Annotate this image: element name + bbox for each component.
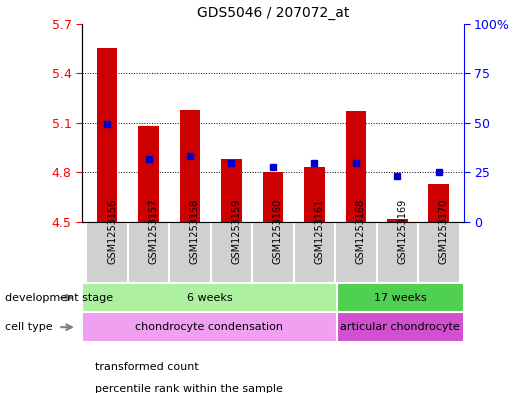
Text: GSM1253158: GSM1253158	[190, 198, 200, 264]
Text: GSM1253168: GSM1253168	[356, 198, 366, 264]
Text: cell type: cell type	[5, 322, 53, 332]
Title: GDS5046 / 207072_at: GDS5046 / 207072_at	[197, 6, 349, 20]
Bar	[82, 283, 337, 312]
Text: articular chondrocyte: articular chondrocyte	[340, 322, 460, 332]
Text: GSM1253160: GSM1253160	[273, 198, 283, 264]
Bar	[180, 110, 200, 222]
Bar	[128, 222, 169, 283]
Bar	[169, 222, 211, 283]
Bar	[377, 222, 418, 283]
Bar	[346, 111, 366, 222]
Text: 17 weeks: 17 weeks	[374, 293, 427, 303]
Bar	[335, 222, 377, 283]
Bar	[252, 222, 294, 283]
Bar	[221, 159, 242, 222]
Text: 6 weeks: 6 weeks	[187, 293, 232, 303]
Text: GSM1253161: GSM1253161	[314, 198, 324, 264]
Bar	[304, 167, 325, 222]
Bar	[387, 219, 408, 222]
Bar	[82, 312, 337, 342]
Bar	[294, 222, 335, 283]
Bar	[138, 126, 159, 222]
Text: GSM1253159: GSM1253159	[232, 198, 242, 264]
Text: chondrocyte condensation: chondrocyte condensation	[135, 322, 284, 332]
Text: GSM1253156: GSM1253156	[107, 198, 117, 264]
Bar	[337, 312, 464, 342]
Bar	[337, 283, 464, 312]
Text: development stage: development stage	[5, 293, 113, 303]
Bar	[418, 222, 460, 283]
Bar	[86, 222, 128, 283]
Bar	[428, 184, 449, 222]
Bar	[96, 48, 118, 222]
Bar	[211, 222, 252, 283]
Text: GSM1253157: GSM1253157	[148, 198, 158, 264]
Text: transformed count: transformed count	[95, 362, 199, 373]
Text: GSM1253169: GSM1253169	[398, 198, 408, 264]
Bar	[262, 173, 284, 222]
Text: GSM1253170: GSM1253170	[439, 198, 449, 264]
Text: percentile rank within the sample: percentile rank within the sample	[95, 384, 283, 393]
